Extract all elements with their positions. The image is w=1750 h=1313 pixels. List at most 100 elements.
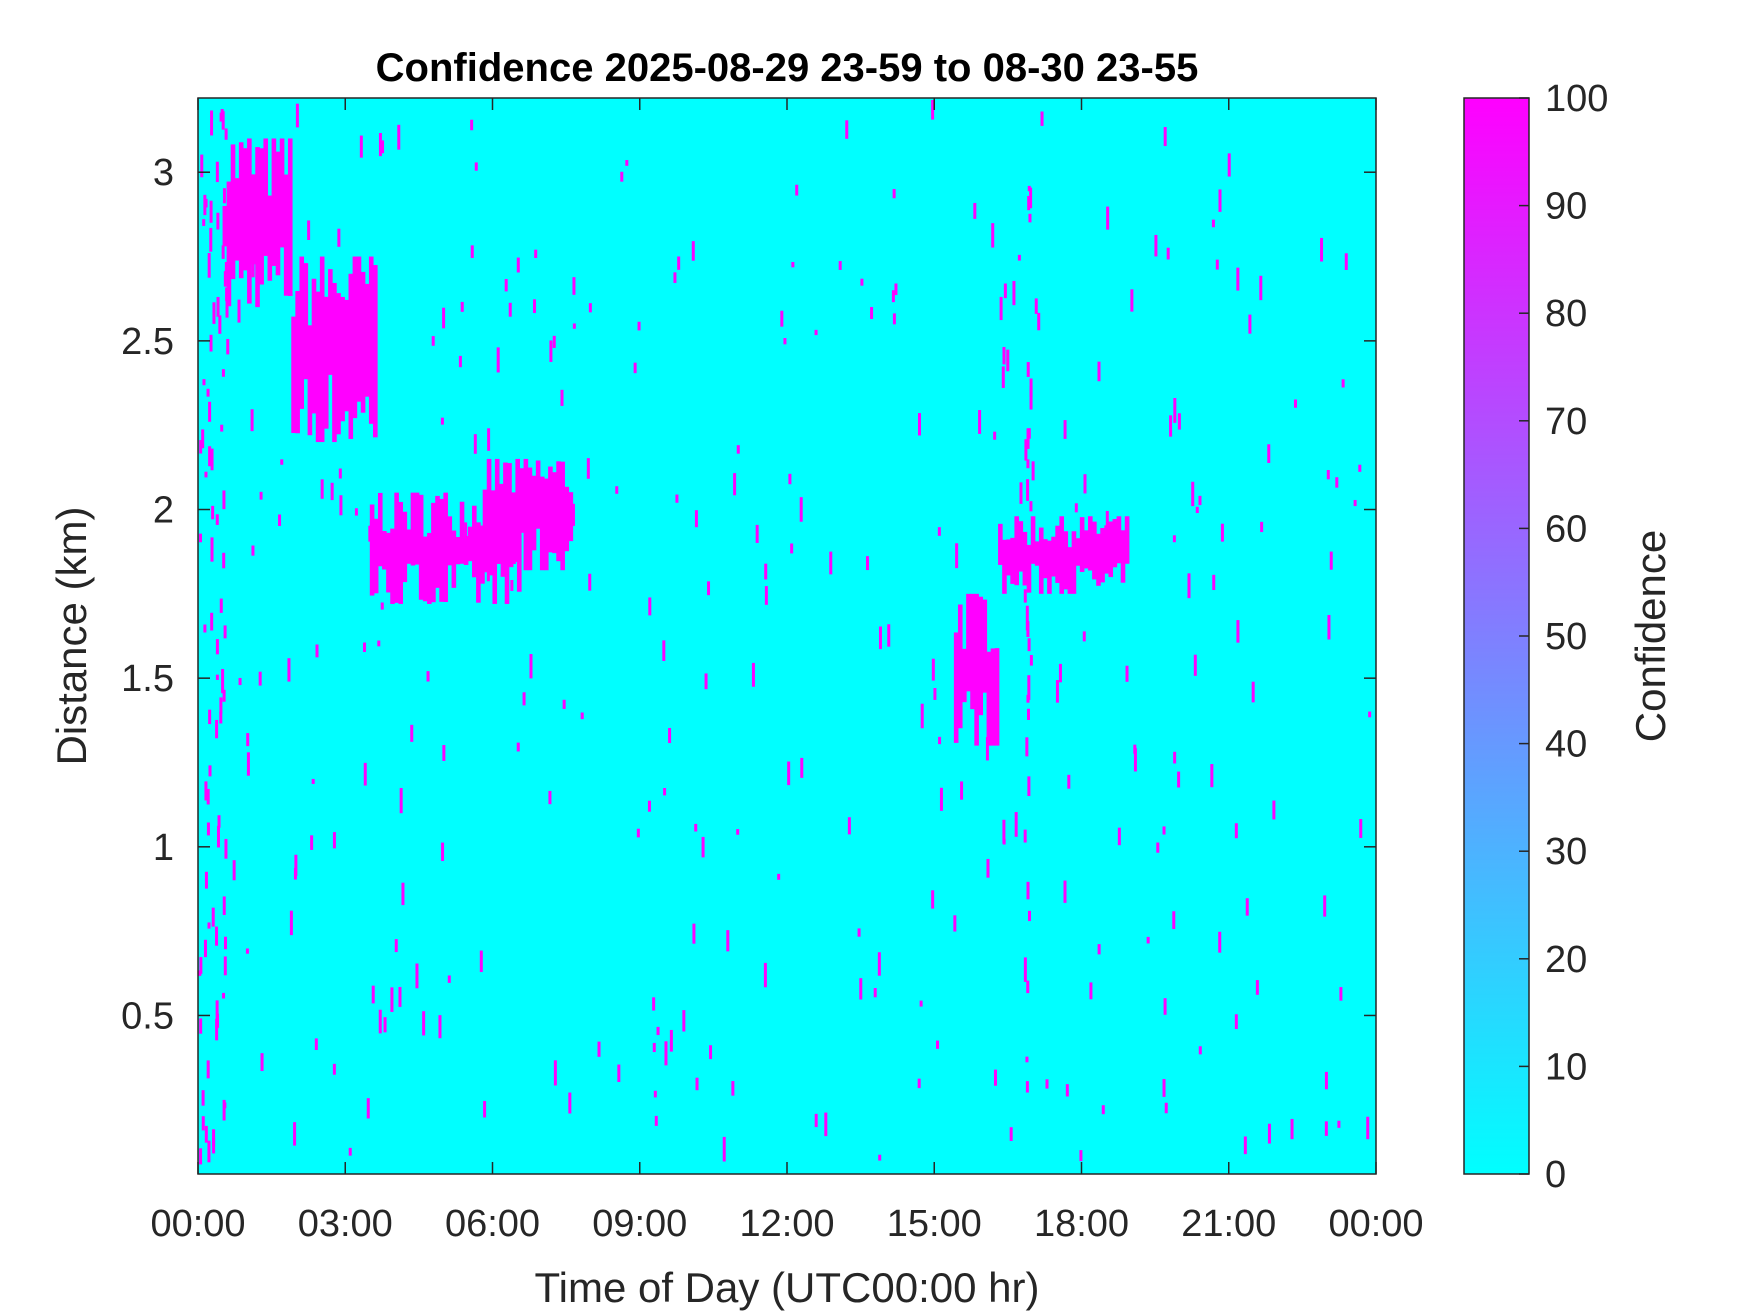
heatmap-cell [1164,1102,1168,1114]
heatmap-cell [439,498,444,602]
heatmap-cell [1045,1079,1049,1089]
heatmap-cell [223,625,227,639]
heatmap-cell [790,543,794,554]
heatmap-cell [283,174,289,296]
heatmap-cell [859,978,863,1000]
heatmap-cell [278,514,282,526]
heatmap-cell [447,975,451,983]
heatmap-cell [363,762,367,786]
heatmap-cell [215,926,219,946]
heatmap-cell [251,174,256,265]
heatmap-cell [328,269,333,375]
heatmap-cell [386,532,391,593]
heatmap-cell [218,315,222,334]
heatmap-cell [238,142,244,279]
heatmap-cell [580,712,584,720]
heatmap-cell [210,537,214,562]
heatmap-cell [368,256,374,424]
heatmap-cell [206,388,210,397]
heatmap-cell [333,305,337,315]
heatmap-cell [1320,237,1324,262]
heatmap-cell [225,287,229,302]
heatmap-cell [311,778,315,784]
heatmap-cell [410,492,416,566]
heatmap-cell [348,273,354,439]
heatmap-cell [431,502,436,603]
heatmap-cell [931,658,935,681]
colorbar-tick-label: 60 [1545,508,1587,550]
heatmap-cell [783,338,787,345]
heatmap-cell [516,530,520,542]
heatmap-cell [1218,931,1222,953]
heatmap-cell [531,475,537,551]
heatmap-cell [933,688,937,700]
heatmap-cell [216,825,220,848]
heatmap-cells [198,99,1372,1165]
heatmap-cell [791,261,795,268]
heatmap-cell [824,1112,828,1137]
heatmap-cell [224,128,228,140]
y-tick-label: 2.5 [121,321,174,363]
heatmap-cell [800,757,804,778]
heatmap-cell [337,228,341,247]
colorbar-tick-label: 70 [1545,401,1587,443]
heatmap-cell [1026,980,1030,994]
heatmap-cell [955,543,959,569]
heatmap-cell [215,639,219,655]
heatmap-cell [1211,219,1215,228]
heatmap-cell [1038,527,1044,594]
heatmap-cell [199,957,203,974]
y-tick-label: 1 [153,827,174,869]
heatmap-cell [553,1060,557,1086]
colorbar-tick-label: 0 [1545,1154,1566,1196]
heatmap-cell [527,467,533,571]
y-axis: 0.5 1 1.5 2 2.5 3 [121,152,1376,1037]
heatmap-cell [239,153,243,161]
heatmap-cell [287,658,291,682]
heatmap-cell [1055,680,1059,703]
heatmap-cell [1034,298,1038,314]
heatmap-cell [373,429,377,438]
heatmap-cell [548,466,553,553]
heatmap-cell [287,138,293,296]
heatmap-cell [307,220,311,240]
heatmap-cell [259,491,263,500]
heatmap-cell [780,310,784,327]
heatmap-cell [378,133,382,157]
heatmap-cell [966,593,971,692]
heatmap-cell [1002,838,1006,845]
heatmap-cell [364,283,370,397]
heatmap-cell [1290,1118,1294,1140]
heatmap-cell [937,527,941,536]
heatmap-cell [402,511,408,583]
heatmap-cell [763,962,767,988]
heatmap-cell [1025,1081,1029,1093]
heatmap-cell [216,296,220,317]
heatmap-cell [1026,694,1030,703]
heatmap-cell [917,1078,921,1089]
heatmap-cell [1029,654,1033,666]
heatmap-cell [211,505,215,520]
heatmap-cell [726,930,730,952]
heatmap-cell [380,602,384,610]
heatmap-cell [315,644,319,658]
x-axis: 00:00 03:00 06:00 09:00 12:00 15:00 18:00 21:00… [150,98,1424,1245]
heatmap-cell [474,162,478,171]
heatmap-cell [222,188,226,204]
heatmap-cell [480,525,485,584]
heatmap-cell [1187,573,1191,599]
y-tick-label: 1.5 [121,658,174,700]
heatmap-cell [1067,547,1073,594]
heatmap-cell [1022,531,1028,586]
heatmap-cell [310,835,314,850]
heatmap-cell [870,307,874,320]
heatmap-cell [529,653,533,679]
heatmap-cell [363,642,367,652]
heatmap-cell [845,120,849,139]
heatmap-cell [224,838,228,859]
heatmap-cell [208,401,212,422]
heatmap-cell [994,648,1000,746]
heatmap-cell [668,727,672,744]
heatmap-cell [1002,539,1007,594]
heatmap-cell [1063,880,1067,903]
